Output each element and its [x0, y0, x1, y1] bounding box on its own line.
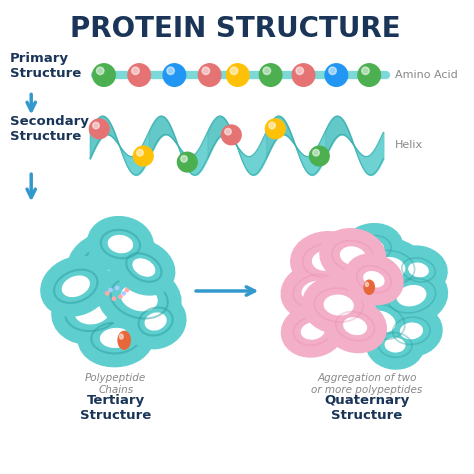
Circle shape: [109, 288, 112, 292]
Ellipse shape: [108, 235, 133, 253]
Circle shape: [227, 64, 249, 86]
Ellipse shape: [145, 312, 167, 330]
Ellipse shape: [364, 280, 374, 294]
Ellipse shape: [118, 331, 130, 349]
Ellipse shape: [375, 257, 405, 278]
Ellipse shape: [92, 249, 135, 276]
Circle shape: [97, 67, 104, 74]
Circle shape: [202, 67, 210, 74]
Circle shape: [313, 149, 319, 156]
Circle shape: [116, 286, 119, 290]
Circle shape: [259, 64, 282, 86]
Text: Tertiary
Structure: Tertiary Structure: [80, 394, 151, 422]
Circle shape: [93, 122, 99, 129]
Text: Amino Acid: Amino Acid: [395, 70, 458, 80]
Circle shape: [358, 64, 381, 86]
Text: Helix: Helix: [395, 140, 423, 150]
Ellipse shape: [324, 294, 354, 316]
Ellipse shape: [408, 263, 429, 277]
Circle shape: [163, 64, 186, 86]
Ellipse shape: [396, 285, 427, 306]
Circle shape: [133, 146, 153, 166]
Ellipse shape: [74, 300, 110, 324]
Ellipse shape: [120, 285, 158, 311]
Ellipse shape: [400, 322, 423, 339]
Circle shape: [296, 67, 303, 74]
Circle shape: [93, 64, 115, 86]
Ellipse shape: [132, 258, 155, 277]
Circle shape: [329, 67, 337, 74]
Circle shape: [125, 288, 128, 292]
Circle shape: [167, 67, 174, 74]
Ellipse shape: [365, 283, 368, 286]
Ellipse shape: [100, 328, 132, 348]
Circle shape: [221, 125, 241, 145]
Circle shape: [128, 64, 150, 86]
Circle shape: [362, 67, 369, 74]
Text: Secondary
Structure: Secondary Structure: [10, 115, 89, 143]
Ellipse shape: [312, 250, 342, 271]
Circle shape: [230, 67, 238, 74]
Circle shape: [292, 64, 315, 86]
Circle shape: [90, 119, 109, 139]
Circle shape: [269, 122, 275, 129]
Ellipse shape: [343, 317, 367, 335]
Ellipse shape: [62, 275, 90, 297]
Circle shape: [119, 295, 122, 298]
Circle shape: [132, 67, 139, 74]
Circle shape: [265, 119, 285, 139]
Text: Quaternary
Structure: Quaternary Structure: [324, 394, 410, 422]
Circle shape: [263, 67, 271, 74]
Circle shape: [106, 292, 109, 295]
Circle shape: [310, 146, 329, 166]
Circle shape: [181, 155, 187, 162]
Ellipse shape: [363, 271, 384, 288]
Ellipse shape: [301, 322, 325, 340]
Circle shape: [225, 128, 231, 135]
Circle shape: [137, 149, 143, 156]
Circle shape: [122, 292, 125, 295]
Circle shape: [177, 152, 197, 172]
Ellipse shape: [384, 337, 405, 353]
Text: Aggregation of two
or more polypeptides: Aggregation of two or more polypeptides: [311, 373, 422, 395]
Text: Primary
Structure: Primary Structure: [10, 52, 82, 80]
Ellipse shape: [119, 334, 123, 339]
Circle shape: [325, 64, 347, 86]
Ellipse shape: [361, 240, 384, 257]
Ellipse shape: [301, 281, 329, 301]
Circle shape: [198, 64, 221, 86]
Ellipse shape: [366, 310, 396, 332]
Text: Polypeptide
Chains: Polypeptide Chains: [85, 373, 146, 395]
Text: PROTEIN STRUCTURE: PROTEIN STRUCTURE: [70, 16, 401, 44]
Ellipse shape: [340, 246, 366, 265]
Circle shape: [112, 297, 116, 301]
